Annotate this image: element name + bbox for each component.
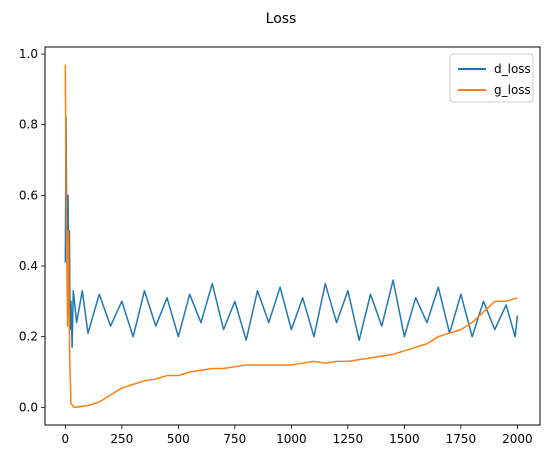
x-tick-label: 1250 — [333, 432, 364, 446]
plot-frame — [44, 46, 541, 426]
series-line-g-loss — [64, 64, 518, 409]
x-tick-label: 1000 — [276, 432, 307, 446]
x-tick-label: 0 — [62, 432, 70, 446]
legend-label: d_loss — [494, 62, 531, 76]
y-tick-label: 0.8 — [19, 118, 38, 132]
x-tick-label: 750 — [223, 432, 246, 446]
x-tick-label: 250 — [110, 432, 133, 446]
y-axis: 0.0 0.2 0.4 0.6 0.8 1.0 — [19, 47, 45, 414]
series-line-d-loss — [64, 116, 519, 349]
x-tick-label: 2000 — [502, 432, 533, 446]
legend: d_loss g_loss — [449, 53, 534, 103]
x-axis: 0 250 500 750 1000 1250 1500 1750 2000 — [62, 425, 533, 446]
legend-label: g_loss — [494, 83, 531, 97]
x-tick-label: 1500 — [389, 432, 420, 446]
y-tick-label: 0.2 — [19, 330, 38, 344]
y-tick-label: 0.4 — [19, 259, 38, 273]
y-tick-label: 0.6 — [19, 188, 38, 202]
chart-title: Loss — [266, 11, 297, 27]
y-tick-label: 1.0 — [19, 47, 38, 61]
x-tick-label: 500 — [167, 432, 190, 446]
x-tick-label: 1750 — [446, 432, 477, 446]
y-tick-label: 0.0 — [19, 400, 38, 414]
